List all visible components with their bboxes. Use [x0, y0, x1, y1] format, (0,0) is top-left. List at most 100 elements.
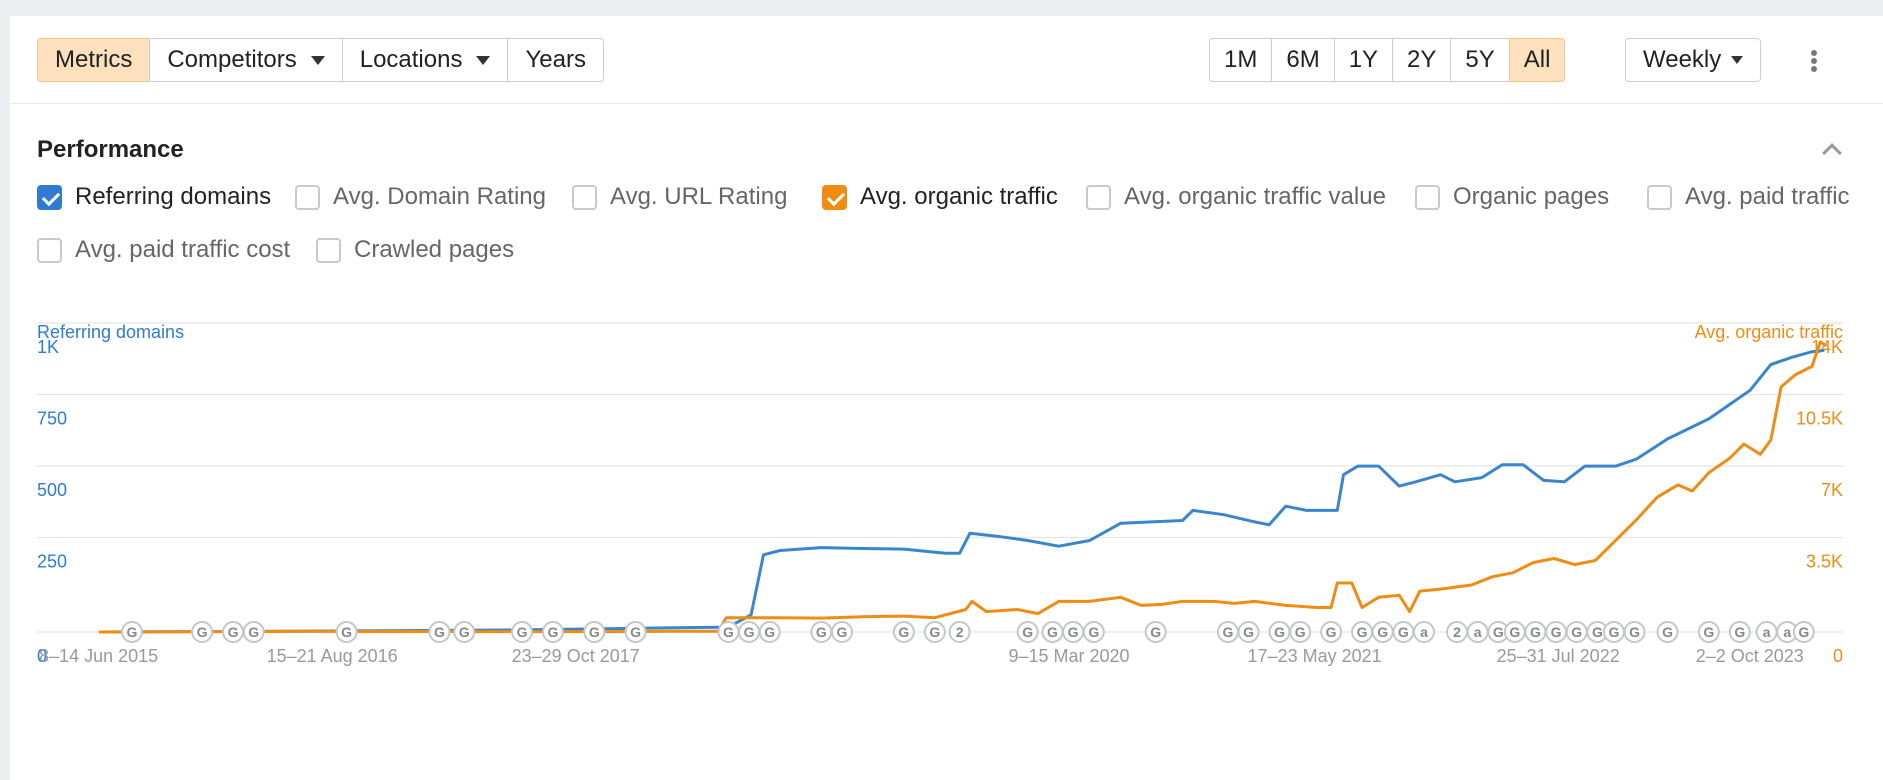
metric-referring-domains[interactable]: Referring domains: [37, 183, 271, 211]
chevron-up-icon[interactable]: [1822, 143, 1842, 163]
tab-years[interactable]: Years: [507, 38, 604, 82]
metric-crawled-pages[interactable]: Crawled pages: [316, 236, 514, 264]
metric-avg-url-rating[interactable]: Avg. URL Rating: [572, 183, 787, 211]
annotation-label: G: [1222, 624, 1233, 640]
annotation-label: G: [248, 624, 259, 640]
annotation-label: G: [1530, 624, 1541, 640]
checkbox-icon[interactable]: [37, 184, 62, 210]
metric-avg-domain-rating[interactable]: Avg. Domain Rating: [295, 183, 546, 211]
annotation-marker: [1413, 621, 1436, 643]
range-5y[interactable]: 5Y: [1450, 38, 1510, 82]
annotation-label: G: [764, 624, 775, 640]
annotation-marker: [830, 621, 853, 643]
annotation-label: G: [1398, 624, 1409, 640]
annotation-label: G: [1022, 624, 1033, 640]
annotation-label: G: [548, 624, 559, 640]
range-6m-label: 6M: [1286, 46, 1320, 73]
metric-label: Avg. organic traffic: [860, 183, 1058, 210]
section-title: Performance: [37, 136, 184, 163]
checkbox-icon[interactable]: [572, 184, 597, 210]
annotation-label: G: [341, 624, 352, 640]
annotation-marker: [1320, 621, 1343, 643]
metric-avg-paid-traffic[interactable]: Avg. paid traffic: [1647, 183, 1850, 211]
metric-label: Crawled pages: [354, 236, 515, 263]
tab-locations[interactable]: Locations: [341, 38, 509, 82]
y-tick-label: 500: [37, 480, 67, 500]
series-line-referring-domains: [98, 348, 1825, 634]
tab-years-label: Years: [525, 46, 586, 73]
range-1y-label: 1Y: [1348, 46, 1379, 73]
annotation-marker: [1289, 621, 1312, 643]
metric-avg-paid-traffic-cost[interactable]: Avg. paid traffic cost: [37, 236, 290, 264]
annotation-label: G: [744, 624, 755, 640]
annotation-label: G: [1734, 624, 1745, 640]
annotation-label: G: [1571, 624, 1582, 640]
metric-label: Referring domains: [75, 183, 272, 210]
tab-competitors[interactable]: Competitors: [149, 38, 343, 82]
annotation-label: G: [1662, 624, 1673, 640]
annotation-label: G: [1592, 624, 1603, 640]
chevron-down-icon: [1731, 56, 1744, 64]
metric-avg-organic-traffic[interactable]: Avg. organic traffic: [822, 183, 1058, 211]
annotation-label: G: [1509, 624, 1520, 640]
view-tabs: Metrics Competitors Locations Years: [37, 38, 604, 82]
annotation-marker: [1656, 621, 1679, 643]
annotation-marker: [892, 621, 915, 643]
range-selector: 1M 6M 1Y 2Y 5Y All: [1209, 38, 1566, 82]
y-tick-label: 750: [37, 409, 67, 429]
annotation-label: G: [837, 624, 848, 640]
annotation-label: G: [517, 624, 528, 640]
tab-metrics[interactable]: Metrics: [37, 38, 151, 82]
annotation-marker: [120, 621, 143, 643]
x-tick-label: 2–2 Oct 2023: [1696, 646, 1804, 666]
y-tick-label: 1K: [37, 337, 59, 357]
checkbox-icon[interactable]: [1086, 184, 1111, 210]
checkbox-icon[interactable]: [37, 237, 62, 263]
checkbox-icon[interactable]: [1647, 184, 1672, 210]
annotation-label: G: [589, 624, 600, 640]
checkbox-icon[interactable]: [1415, 184, 1440, 210]
annotation-label: a: [1763, 624, 1771, 640]
checkbox-icon[interactable]: [822, 184, 847, 210]
annotation-label: 2: [1453, 624, 1461, 640]
interval-dropdown[interactable]: Weekly: [1625, 38, 1762, 82]
annotation-label: G: [1295, 624, 1306, 640]
annotation-label: G: [459, 624, 470, 640]
y2-tick-label: 7K: [1821, 480, 1843, 500]
range-1m[interactable]: 1M: [1209, 38, 1273, 82]
checkbox-icon[interactable]: [316, 237, 341, 263]
annotation-label: a: [1420, 624, 1428, 640]
x-tick-label: 25–31 Jul 2022: [1497, 646, 1620, 666]
annotation-label: G: [126, 624, 137, 640]
range-1y[interactable]: 1Y: [1333, 38, 1394, 82]
annotation-label: G: [1274, 624, 1285, 640]
annotation-label: G: [630, 624, 641, 640]
panel: Metrics Competitors Locations Years 1M 6M 1Y 2…: [10, 16, 1883, 780]
annotation-marker: [583, 621, 606, 643]
range-2y[interactable]: 2Y: [1392, 38, 1452, 82]
annotation-label: G: [1798, 624, 1809, 640]
annotation-label: G: [1047, 624, 1058, 640]
metric-avg-organic-traffic-value[interactable]: Avg. organic traffic value: [1086, 183, 1386, 211]
annotation-marker: [1016, 621, 1039, 643]
annotation-marker: [923, 621, 946, 643]
kebab-vertical-icon[interactable]: [1804, 46, 1824, 76]
metric-organic-pages[interactable]: Organic pages: [1415, 183, 1609, 211]
annotation-marker: [948, 621, 971, 643]
annotation-label: G: [1243, 624, 1254, 640]
annotation-label: G: [1377, 624, 1388, 640]
annotation-label: G: [1703, 624, 1714, 640]
checkbox-icon[interactable]: [295, 184, 320, 210]
annotation-label: a: [1783, 624, 1791, 640]
range-all[interactable]: All: [1508, 38, 1566, 82]
range-6m[interactable]: 6M: [1271, 38, 1335, 82]
annotation-marker: [453, 621, 476, 643]
annotation-label: G: [723, 624, 734, 640]
tab-metrics-label: Metrics: [55, 46, 133, 73]
x-tick-label: 17–23 May 2021: [1248, 646, 1382, 666]
annotation-marker: [242, 621, 265, 643]
annotation-label: G: [898, 624, 909, 640]
metric-label: Avg. paid traffic: [1685, 183, 1850, 210]
annotation-marker: [335, 621, 358, 643]
y2-tick-label: 0: [1833, 646, 1843, 666]
